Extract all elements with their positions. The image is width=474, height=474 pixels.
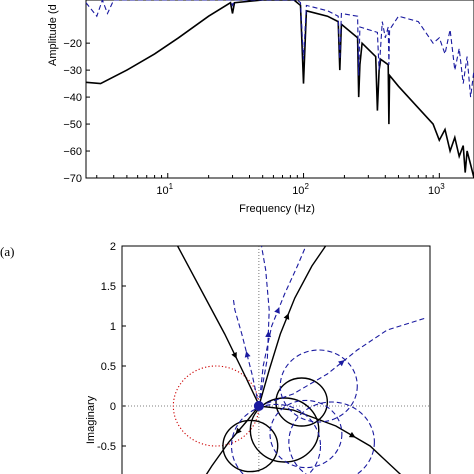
nyquist-loop-16 [279,349,358,423]
nyquist-branch-5 [205,405,260,474]
nyquist-branch-10 [258,245,270,407]
amplitude-series-line-1 [85,0,474,179]
amplitude-x-tick-label: 102 [292,182,309,197]
nyquist-y-tick-label: 0.5 [101,361,116,373]
nyquist-origin-cluster [253,401,264,411]
amplitude-y-tick-label: −40 [63,92,82,104]
nyquist-loop-14 [288,401,375,474]
amplitude-y-tick-label: −50 [63,119,82,131]
nyquist-y-axis-label: Imaginary [85,395,97,444]
nyquist-direction-arrow [348,431,356,438]
nyquist-direction-arrow [338,360,345,367]
nyquist-direction-arrow [231,351,237,359]
amplitude-y-axis-label: Amplitude (d [47,4,59,66]
nyquist-y-ticks: 2 1.5 1 0.5 0 -0.5 [97,241,126,453]
nyquist-direction-arrow [283,313,290,320]
amplitude-plot-frame [85,0,474,179]
nyquist-series [122,245,430,474]
nyquist-loop-13 [269,399,343,469]
amplitude-x-ticks: 101 102 103 [96,173,445,197]
amplitude-series-line-2 [85,0,474,98]
amplitude-x-tick-label: 103 [428,182,445,197]
nyquist-direction-arrow [274,307,280,314]
nyquist-y-tick-label: 2 [110,241,116,253]
panel-label-a: (a) [0,244,14,259]
amplitude-series [85,0,474,179]
nyquist-direction-arrow [244,351,251,358]
amplitude-chart: Amplitude (d Frequency (Hz) −20 −30 −40 −50… [47,0,474,215]
nyquist-direction-arrow [265,331,272,338]
nyquist-plot-frame [121,245,431,474]
amplitude-y-ticks: −20 −30 −40 −50 −60 −70 [63,38,90,185]
amplitude-x-tick-label: 101 [156,182,173,197]
nyquist-branch-2 [176,245,260,407]
amplitude-x-axis-label: Frequency (Hz) [239,203,315,215]
nyquist-chart: Imaginary 2 1.5 1 0.5 0 -0.5 [85,241,431,474]
nyquist-y-tick-label: 1.5 [101,281,116,293]
nyquist-loop-8 [249,397,320,463]
nyquist-branch-12 [232,297,260,407]
nyquist-branch-4 [258,405,402,474]
nyquist-loop-6 [275,377,329,427]
nyquist-direction-arrow [235,427,242,435]
nyquist-y-tick-label: -0.5 [97,441,116,453]
nyquist-loop-15 [230,403,322,474]
amplitude-y-tick-label: −30 [63,65,82,77]
nyquist-branch-11 [258,317,426,407]
amplitude-y-tick-label: −20 [63,38,82,50]
amplitude-y-tick-label: −60 [63,146,82,158]
nyquist-y-tick-label: 0 [110,401,116,413]
nyquist-loop-7 [222,419,279,473]
amplitude-y-tick-label: −70 [63,173,82,185]
nyquist-y-tick-label: 1 [110,321,116,333]
